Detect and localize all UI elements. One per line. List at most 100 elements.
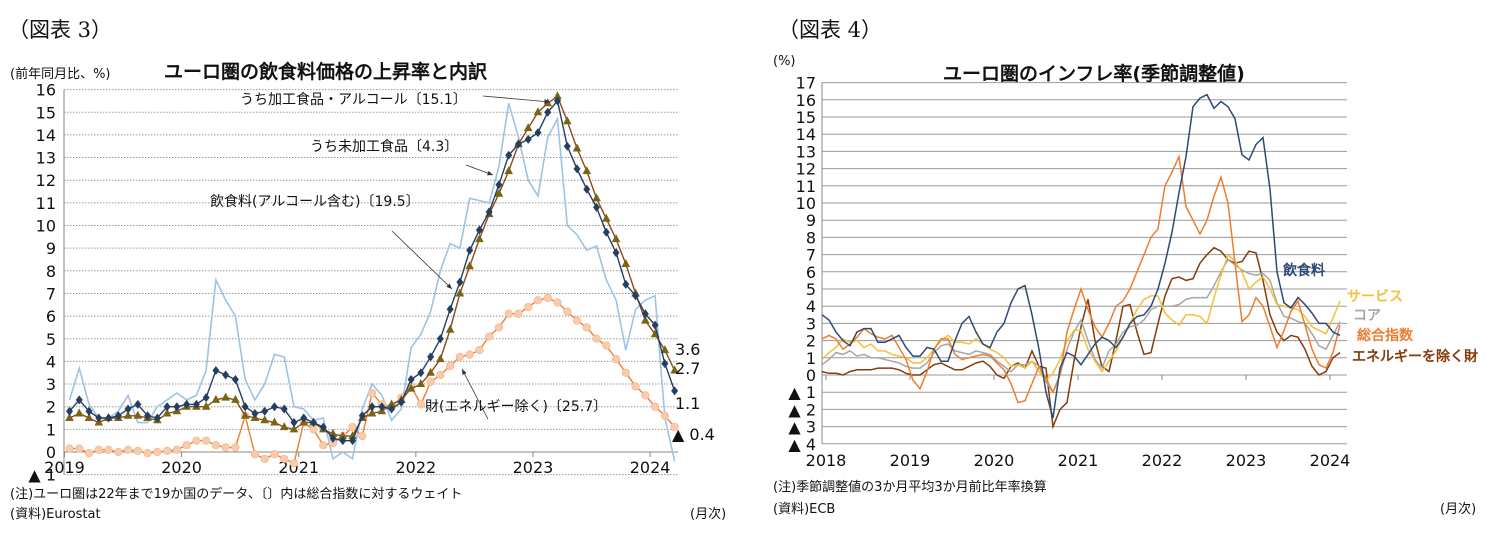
legend-label: コア — [1353, 308, 1381, 324]
x-tick-label: 2019 — [890, 451, 931, 470]
x-tick-label: 2024 — [1310, 451, 1351, 470]
end-value-label: 3.6 — [675, 340, 700, 359]
end-value-label: 1.1 — [675, 394, 700, 413]
data-point-circle — [123, 445, 133, 454]
series-line-4 — [821, 246, 1341, 430]
arrowhead-icon — [487, 170, 493, 176]
y-tick-label: 7 — [46, 284, 56, 303]
y-tick-label: 6 — [806, 263, 816, 282]
data-point-circle — [202, 436, 211, 445]
data-point-triangle — [367, 408, 377, 417]
data-point-circle — [650, 402, 660, 411]
chart-title-left: ユーロ圏の飲食料価格の上昇率と内訳 — [164, 61, 488, 83]
y-tick-label: 16 — [36, 81, 56, 100]
y-tick-label: 11 — [36, 194, 56, 213]
annotation-label: うち未加工食品〔4.3〕 — [310, 138, 458, 155]
data-point-circle — [670, 422, 679, 432]
note-left: (注)ユーロ圏は22年まで19か国のデータ、〔〕内は総合指数に対するウェイト — [10, 487, 463, 502]
data-point-diamond — [95, 413, 103, 423]
data-point-triangle — [562, 116, 572, 125]
data-point-circle — [572, 316, 582, 325]
data-point-diamond — [641, 309, 649, 319]
data-point-circle — [153, 447, 162, 457]
data-point-circle — [514, 309, 523, 318]
chart-title-right: ユーロ圏のインフレ率(季節調整値) — [943, 63, 1245, 85]
data-point-circle — [485, 332, 494, 341]
data-point-diamond — [368, 402, 376, 412]
data-point-circle — [367, 389, 377, 398]
data-point-diamond — [475, 225, 483, 235]
data-point-triangle — [436, 354, 445, 363]
data-point-triangle — [660, 345, 670, 354]
data-point-circle — [504, 309, 513, 318]
y-tick-label: ▲ 1 — [28, 466, 56, 485]
annotation-label: 飲食料(アルコール含む)〔19.5〕 — [210, 193, 420, 210]
data-point-circle — [446, 361, 455, 371]
data-point-circle — [348, 422, 357, 432]
data-point-diamond — [183, 399, 191, 409]
data-point-triangle — [201, 401, 211, 410]
data-point-diamond — [554, 96, 561, 106]
data-point-circle — [611, 355, 621, 364]
data-point-circle — [84, 449, 94, 458]
data-point-circle — [221, 443, 230, 452]
data-point-diamond — [280, 404, 288, 414]
data-point-triangle — [523, 123, 533, 132]
data-point-diamond — [261, 406, 269, 416]
data-point-diamond — [602, 227, 610, 237]
data-point-triangle — [74, 408, 84, 417]
data-point-circle — [211, 441, 220, 450]
figure-label-left: （図表 3） — [8, 18, 113, 42]
legend-label: エネルギーを除く財 — [1352, 348, 1478, 365]
data-point-circle — [563, 307, 572, 316]
figure-label-right: （図表 4） — [778, 18, 883, 42]
data-point-diamond — [661, 359, 669, 369]
x-tick-label: 2022 — [1142, 451, 1183, 470]
data-point-diamond — [251, 408, 259, 418]
data-point-triangle — [553, 91, 562, 100]
source-left: (資料)Eurostat — [10, 507, 101, 522]
data-point-circle — [494, 323, 504, 332]
data-point-triangle — [133, 410, 143, 419]
y-tick-label: 9 — [806, 211, 816, 230]
y-tick-label: 4 — [806, 297, 816, 316]
x-tick-label: 2020 — [974, 451, 1015, 470]
x-tick-label: 2022 — [396, 458, 437, 477]
data-point-triangle — [260, 415, 269, 424]
data-point-diamond — [144, 411, 152, 421]
data-point-circle — [94, 445, 103, 454]
data-point-circle — [524, 302, 533, 312]
data-point-circle — [163, 446, 172, 455]
data-point-diamond — [671, 386, 679, 396]
y-tick-label: 4 — [46, 352, 56, 371]
data-point-circle — [416, 400, 425, 409]
data-point-diamond — [622, 279, 630, 289]
data-point-circle — [660, 411, 669, 420]
y-tick-label: 3 — [806, 314, 816, 333]
x-tick-label: 2021 — [278, 458, 319, 477]
end-value-label: ▲ 0.4 — [672, 425, 715, 444]
note-right: (注)季節調整値の3か月平均3か月前比年率換算 — [773, 480, 1047, 495]
data-point-diamond — [222, 370, 230, 380]
y-tick-label: 17 — [796, 74, 816, 93]
data-point-circle — [592, 334, 601, 343]
y-tick-label: 15 — [36, 103, 56, 122]
data-point-diamond — [495, 180, 503, 190]
legend-label: 飲食料 — [1282, 262, 1325, 279]
data-point-diamond — [329, 433, 337, 443]
y-tick-label: 2 — [46, 398, 56, 417]
data-point-circle — [319, 441, 328, 450]
data-point-diamond — [231, 375, 239, 385]
data-point-diamond — [349, 436, 357, 446]
data-point-triangle — [240, 410, 250, 419]
source-right: (資料)ECB — [773, 502, 836, 517]
data-point-diamond — [485, 207, 493, 217]
data-point-circle — [631, 382, 640, 391]
series-line-3 — [821, 153, 1341, 404]
data-point-triangle — [426, 367, 435, 376]
data-point-diamond — [124, 404, 132, 414]
arrowhead-icon — [446, 283, 452, 289]
series-line-2 — [68, 102, 676, 462]
data-point-circle — [602, 341, 611, 350]
data-point-triangle — [387, 399, 396, 408]
